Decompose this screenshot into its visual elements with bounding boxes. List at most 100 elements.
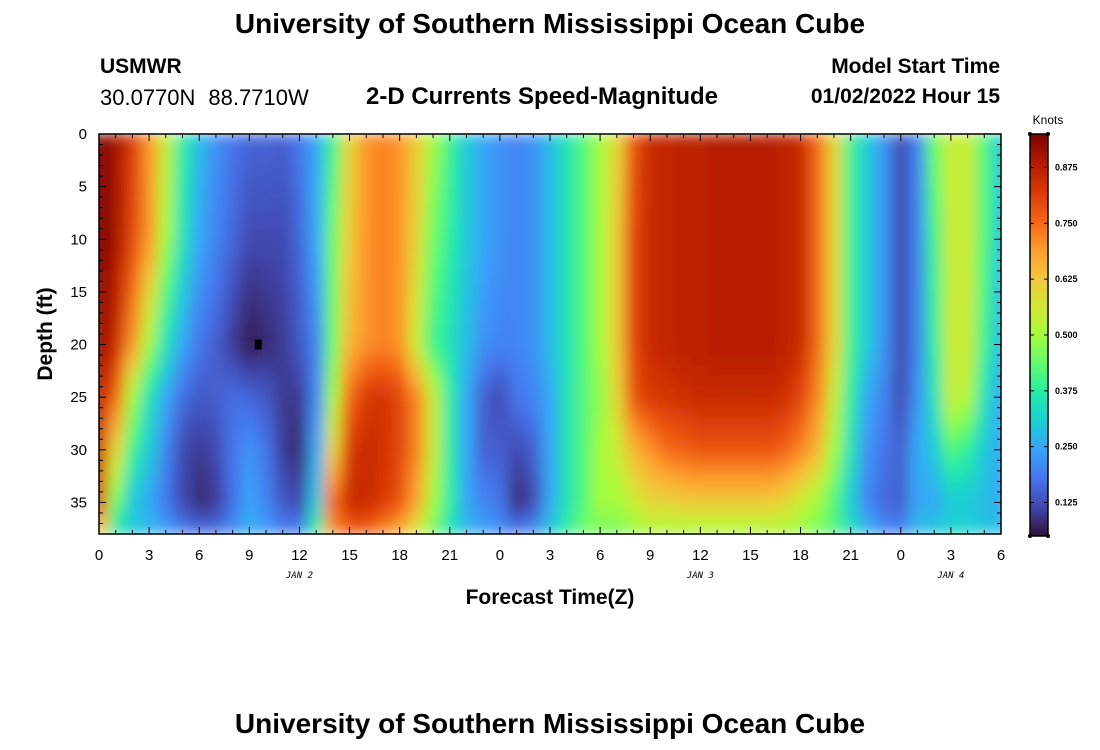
heatmap-cell xyxy=(291,376,309,388)
heatmap-cell xyxy=(257,186,275,198)
heatmap-cell xyxy=(708,165,726,177)
heatmap-cell xyxy=(207,418,225,430)
heatmap-cell xyxy=(825,312,843,325)
heatmap-cell xyxy=(458,439,476,451)
heatmap-cell xyxy=(825,470,843,482)
heatmap-cell xyxy=(959,249,977,261)
heatmap-cell xyxy=(825,481,843,493)
heatmap-cell xyxy=(174,165,192,177)
heatmap-cell xyxy=(541,218,559,230)
heatmap-cell xyxy=(391,355,409,367)
heatmap-cell xyxy=(942,418,960,430)
heatmap-cell xyxy=(608,323,626,335)
heatmap-cell xyxy=(491,512,509,525)
heatmap-cell xyxy=(157,355,175,367)
heatmap-cell xyxy=(675,344,693,356)
heatmap-cell xyxy=(107,270,125,282)
heatmap-cell xyxy=(892,439,910,451)
heatmap-cell xyxy=(140,144,159,156)
heatmap-cell xyxy=(725,249,743,261)
heatmap-cell xyxy=(558,197,576,209)
heatmap-cell xyxy=(725,397,743,409)
heatmap-cell xyxy=(641,449,660,461)
heatmap-cell xyxy=(859,397,877,409)
heatmap-cell xyxy=(491,502,509,514)
heatmap-cell xyxy=(842,365,860,377)
heatmap-cell xyxy=(909,376,927,388)
heatmap-cell xyxy=(524,512,543,525)
heatmap-cell xyxy=(240,302,259,314)
heatmap-cell xyxy=(524,207,543,219)
heatmap-cell xyxy=(374,470,392,482)
heatmap-cell xyxy=(641,407,660,419)
heatmap-cell xyxy=(992,249,1001,261)
heatmap-cell xyxy=(207,460,225,472)
colorbar-end-marker xyxy=(1028,132,1032,136)
heatmap-cell xyxy=(140,376,159,388)
heatmap-cell xyxy=(107,281,125,293)
heatmap-cell xyxy=(257,155,275,167)
heatmap-cell xyxy=(875,144,894,156)
heatmap-cell xyxy=(140,323,159,335)
heatmap-cell xyxy=(391,144,409,156)
y-tick-label: 0 xyxy=(79,126,87,143)
heatmap-cell xyxy=(190,397,209,409)
heatmap-cell xyxy=(257,428,275,440)
heatmap-cell xyxy=(99,249,108,261)
heatmap-cell xyxy=(608,407,626,419)
heatmap-cell xyxy=(474,249,493,261)
heatmap-cell xyxy=(691,312,710,325)
heatmap-cell xyxy=(825,491,843,504)
heatmap-cell xyxy=(825,144,843,156)
heatmap-cell xyxy=(508,397,526,409)
heatmap-cell xyxy=(591,197,610,209)
heatmap-cell xyxy=(992,239,1001,251)
heatmap-cell xyxy=(808,249,827,261)
heatmap-cell xyxy=(441,186,459,198)
heatmap-cell xyxy=(491,418,509,430)
heatmap-cell xyxy=(257,291,275,304)
heatmap-cell xyxy=(441,502,459,514)
heatmap-cell xyxy=(99,186,108,198)
heatmap-cell xyxy=(591,207,610,219)
heatmap-cell xyxy=(307,439,326,451)
heatmap-cell xyxy=(374,439,392,451)
heatmap-cell xyxy=(157,302,175,314)
heatmap-cell xyxy=(474,239,493,251)
heatmap-cell xyxy=(608,249,626,261)
heatmap-cell xyxy=(357,460,376,472)
heatmap-cell xyxy=(758,176,777,188)
heatmap-cell xyxy=(374,155,392,167)
heatmap-cell xyxy=(825,418,843,430)
heatmap-cell xyxy=(307,470,326,482)
heatmap-cell xyxy=(725,407,743,419)
heatmap-cell xyxy=(207,197,225,209)
heatmap-cell xyxy=(257,281,275,293)
heatmap-cell xyxy=(508,376,526,388)
heatmap-cell xyxy=(441,144,459,156)
heatmap-cell xyxy=(508,144,526,156)
heatmap-cell xyxy=(608,512,626,525)
heatmap-cell xyxy=(291,407,309,419)
heatmap-cell xyxy=(959,334,977,346)
heatmap-cell xyxy=(157,165,175,177)
heatmap-cell xyxy=(675,155,693,167)
colorbar-tick-label: 0.500 xyxy=(1055,330,1078,340)
heatmap-cell xyxy=(775,502,793,514)
heatmap-cell xyxy=(742,502,760,514)
heatmap-cell xyxy=(357,176,376,188)
heatmap-cell xyxy=(341,470,359,482)
heatmap-cell xyxy=(942,312,960,325)
heatmap-cell xyxy=(541,512,559,525)
heatmap-cell xyxy=(274,312,292,325)
heatmap-cell xyxy=(374,134,392,146)
heatmap-cell xyxy=(458,470,476,482)
heatmap-cell xyxy=(925,228,944,240)
heatmap-cell xyxy=(174,270,192,282)
heatmap-cell xyxy=(274,428,292,440)
heatmap-cell xyxy=(708,239,726,251)
heatmap-cell xyxy=(775,197,793,209)
heatmap-cell xyxy=(625,397,643,409)
heatmap-cell xyxy=(474,312,493,325)
heatmap-cell xyxy=(658,512,676,525)
